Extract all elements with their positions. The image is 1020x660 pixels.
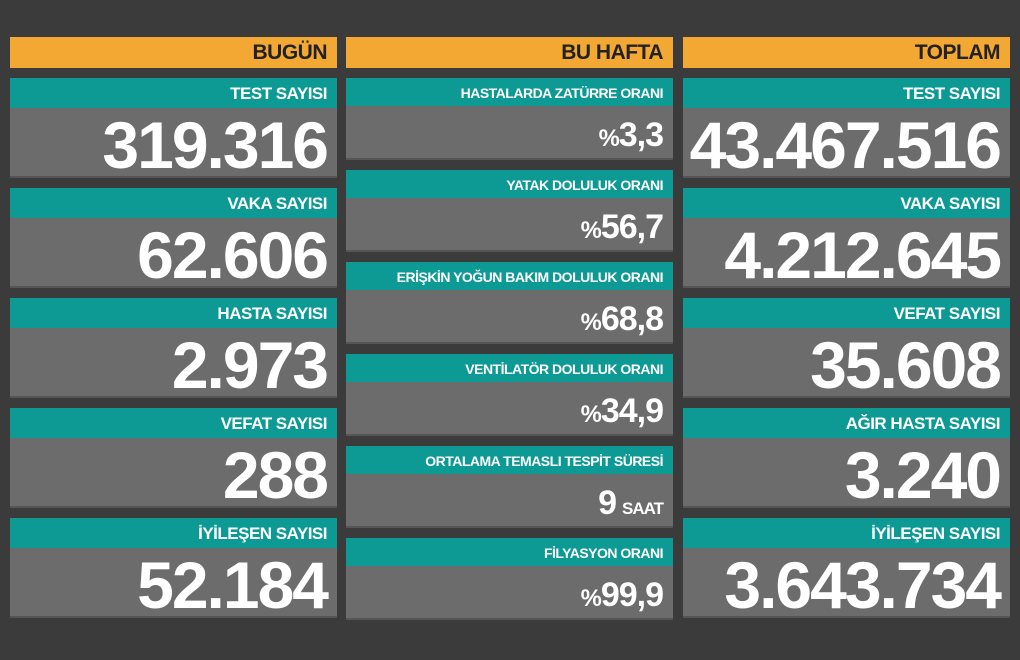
- item-value: 35.608: [683, 328, 1010, 402]
- item-value: 4.212.645: [683, 218, 1010, 292]
- item-label: İYİLEŞEN SAYISI: [683, 518, 1010, 548]
- item-value: %99,9: [346, 566, 673, 620]
- value-number: 99,9: [600, 576, 664, 614]
- item-value: 3.643.734: [683, 548, 1010, 622]
- item-label: VAKA SAYISI: [10, 188, 337, 218]
- item-label: VEFAT SAYISI: [683, 298, 1010, 328]
- item-label: YATAK DOLULUK ORANI: [346, 170, 673, 198]
- value-number: 288: [222, 438, 329, 512]
- column-header: TOPLAM: [683, 37, 1010, 68]
- value-number: 319.316: [102, 108, 329, 182]
- value-number: 68,8: [600, 300, 664, 338]
- value-number: 56,7: [600, 208, 664, 246]
- value-number: 9: [598, 484, 617, 522]
- value-suffix: SAAT: [621, 499, 664, 518]
- value-number: 34,9: [600, 392, 664, 430]
- item-label: TEST SAYISI: [10, 78, 337, 108]
- value-prefix: %: [580, 585, 602, 612]
- item-label: FİLYASYON ORANI: [346, 538, 673, 566]
- item-label: İYİLEŞEN SAYISI: [10, 518, 337, 548]
- item-label: VENTİLATÖR DOLULUK ORANI: [346, 354, 673, 382]
- column-header: BUGÜN: [10, 37, 337, 68]
- value-number: 3.240: [844, 438, 1002, 512]
- item-value: %3,3: [346, 106, 673, 160]
- column-header: BU HAFTA: [346, 37, 673, 68]
- item-label: ORTALAMA TEMASLI TESPİT SÜRESİ: [346, 446, 673, 474]
- item-value: %68,8: [346, 290, 673, 344]
- item-value: 3.240: [683, 438, 1010, 512]
- item-value: %34,9: [346, 382, 673, 436]
- value-prefix: %: [580, 309, 602, 336]
- value-number: 52.184: [137, 548, 329, 622]
- value-prefix: %: [598, 125, 620, 152]
- value-number: 2.973: [171, 328, 329, 402]
- item-value: 319.316: [10, 108, 337, 182]
- value-prefix: %: [580, 217, 602, 244]
- item-label: HASTA SAYISI: [10, 298, 337, 328]
- value-number: 3,3: [618, 116, 664, 154]
- value-prefix: %: [580, 401, 602, 428]
- value-number: 4.212.645: [724, 218, 1002, 292]
- item-label: VAKA SAYISI: [683, 188, 1010, 218]
- item-label: ERİŞKİN YOĞUN BAKIM DOLULUK ORANI: [346, 262, 673, 290]
- value-number: 3.643.734: [724, 548, 1002, 622]
- item-label: VEFAT SAYISI: [10, 408, 337, 438]
- item-label: AĞIR HASTA SAYISI: [683, 408, 1010, 438]
- item-label: HASTALARDA ZATÜRRE ORANI: [346, 78, 673, 106]
- item-value: %56,7: [346, 198, 673, 252]
- item-label: TEST SAYISI: [683, 78, 1010, 108]
- value-number: 43.467.516: [689, 108, 1002, 182]
- item-value: 9 SAAT: [346, 474, 673, 528]
- item-value: 43.467.516: [683, 108, 1010, 182]
- item-value: 62.606: [10, 218, 337, 292]
- value-number: 62.606: [137, 218, 329, 292]
- item-value: 288: [10, 438, 337, 512]
- item-value: 52.184: [10, 548, 337, 622]
- item-value: 2.973: [10, 328, 337, 402]
- value-number: 35.608: [810, 328, 1002, 402]
